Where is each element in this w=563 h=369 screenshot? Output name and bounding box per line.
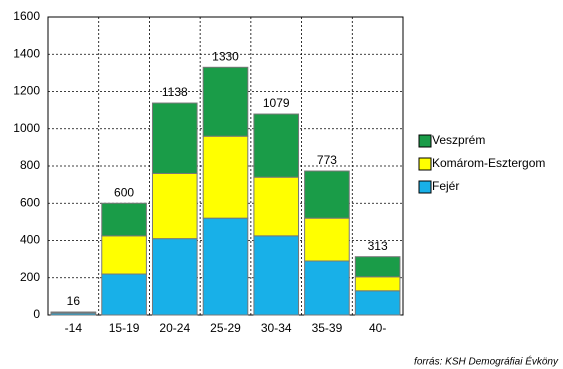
x-tick-label: 30-34 bbox=[261, 321, 292, 335]
y-tick-label: 200 bbox=[20, 270, 40, 284]
bar-segment bbox=[354, 256, 401, 278]
bar-segment bbox=[151, 238, 198, 316]
bar-segment bbox=[202, 66, 249, 137]
total-label: 600 bbox=[114, 185, 134, 199]
legend-label: Fejér bbox=[432, 179, 459, 193]
bar-segment bbox=[202, 135, 249, 219]
bar-segment bbox=[151, 172, 198, 240]
x-tick-label: 40- bbox=[369, 321, 386, 335]
y-tick-label: 600 bbox=[20, 195, 40, 209]
y-tick-label: 1200 bbox=[13, 84, 40, 98]
y-tick-label: 400 bbox=[20, 233, 40, 247]
bar-segment bbox=[101, 202, 147, 237]
y-tick-label: 800 bbox=[20, 158, 40, 172]
total-label: 1330 bbox=[212, 49, 239, 63]
bar-segment bbox=[354, 276, 401, 292]
bar-segment bbox=[253, 235, 300, 316]
legend-label: Komárom-Esztergom bbox=[432, 156, 545, 170]
bar-segment bbox=[304, 170, 350, 219]
total-label: 1079 bbox=[263, 96, 290, 110]
y-tick-label: 1000 bbox=[13, 121, 40, 135]
bar-segment bbox=[354, 290, 401, 316]
bar-segment bbox=[101, 273, 147, 316]
bar-segment bbox=[202, 217, 249, 316]
bar-segment bbox=[151, 102, 198, 174]
x-tick-label: -14 bbox=[65, 321, 83, 335]
legend-swatch bbox=[418, 134, 432, 148]
total-label: 16 bbox=[67, 294, 81, 308]
total-label: 1138 bbox=[162, 85, 188, 99]
bar-segment bbox=[304, 260, 350, 316]
y-tick-label: 1600 bbox=[13, 9, 40, 23]
bar-segment bbox=[253, 113, 300, 178]
x-tick-label: 35-39 bbox=[312, 321, 343, 335]
source-note: forrás: KSH Demográfiai Évköny bbox=[414, 355, 559, 368]
total-label: 313 bbox=[368, 239, 388, 253]
bar-segment bbox=[304, 217, 350, 262]
x-tick-label: 20-24 bbox=[159, 321, 190, 335]
legend-swatch bbox=[418, 157, 432, 171]
legend-swatch bbox=[418, 180, 432, 194]
y-tick-label: 0 bbox=[33, 307, 40, 321]
bar-segment bbox=[50, 311, 97, 314]
x-tick-label: 15-19 bbox=[109, 321, 140, 335]
total-label: 773 bbox=[317, 153, 337, 167]
legend-label: Veszprém bbox=[432, 133, 485, 147]
y-tick-label: 1400 bbox=[13, 46, 40, 60]
bar-segment bbox=[253, 176, 300, 237]
x-tick-label: 25-29 bbox=[210, 321, 241, 335]
bar-segment bbox=[101, 235, 147, 275]
